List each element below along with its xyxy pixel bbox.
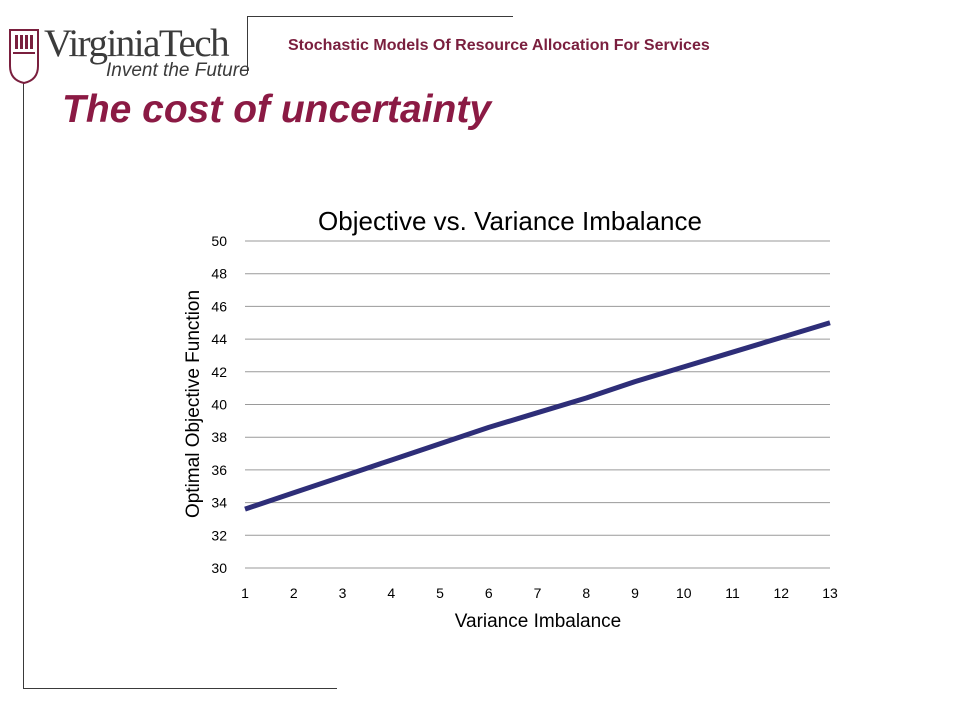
y-tick-label: 48 — [211, 266, 227, 282]
frame-left-line — [23, 72, 24, 689]
y-tick-label: 32 — [211, 527, 227, 543]
y-tick-labels: 30 32 34 36 38 40 42 44 46 48 50 — [211, 233, 227, 576]
series-line-0 — [244, 320, 831, 512]
x-tick-label: 10 — [676, 585, 692, 601]
y-tick-label: 44 — [211, 331, 227, 347]
y-tick-label: 38 — [211, 429, 227, 445]
x-tick-label: 13 — [822, 585, 838, 601]
x-tick-label: 4 — [387, 585, 395, 601]
frame-bottom-line — [23, 688, 337, 689]
header-top-line — [247, 16, 513, 17]
chart-title: Objective vs. Variance Imbalance — [318, 206, 702, 236]
y-tick-label: 42 — [211, 364, 227, 380]
y-axis-label: Optimal Objective Function — [183, 290, 204, 518]
x-tick-label: 1 — [241, 585, 249, 601]
logo-tagline: Invent the Future — [106, 60, 250, 81]
y-tick-label: 40 — [211, 397, 227, 413]
series-layer — [244, 320, 831, 512]
x-axis-label: Variance Imbalance — [455, 611, 622, 632]
x-tick-label: 8 — [582, 585, 590, 601]
slide-title: The cost of uncertainty — [62, 88, 492, 131]
course-title: Stochastic Models Of Resource Allocation… — [288, 37, 710, 54]
x-tick-label: 2 — [290, 585, 298, 601]
x-tick-label: 9 — [631, 585, 639, 601]
gridlines — [245, 240, 830, 569]
x-tick-label: 3 — [339, 585, 347, 601]
virginia-tech-logo: VirginiaTech Invent the Future — [6, 22, 250, 84]
x-tick-label: 12 — [773, 585, 789, 601]
y-tick-label: 34 — [211, 495, 227, 511]
x-tick-labels: 1 2 3 4 5 6 7 8 9 10 11 12 13 — [241, 585, 838, 601]
y-tick-label: 46 — [211, 298, 227, 314]
x-tick-label: 5 — [436, 585, 444, 601]
x-tick-label: 7 — [534, 585, 542, 601]
x-tick-label: 6 — [485, 585, 493, 601]
header-divider-line — [247, 16, 248, 74]
y-tick-label: 30 — [211, 560, 227, 576]
seal-icon — [9, 29, 39, 84]
logo-wordmark: VirginiaTech — [44, 22, 230, 65]
y-tick-label: 50 — [211, 233, 227, 249]
x-tick-label: 11 — [725, 585, 740, 601]
y-tick-label: 36 — [211, 462, 227, 478]
